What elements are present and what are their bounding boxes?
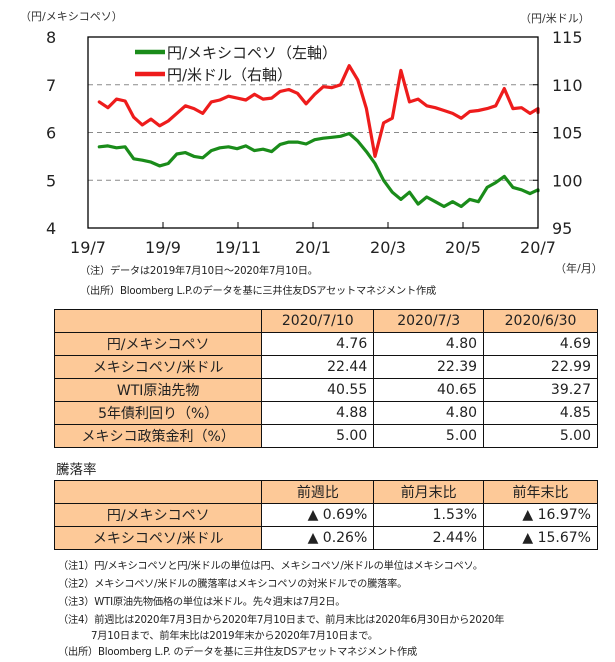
chart-source: （出所）Bloomberg L.P.のデータを基に三井住友DSアセットマネジメン… (80, 286, 436, 297)
cell-value: 5.00 (373, 424, 485, 448)
x-tick-label: 20/1 (295, 238, 331, 257)
cell-value: 40.65 (373, 378, 485, 402)
footnote-4: （注4）前週比は2020年7月3日から2020年7月10日まで、前月末比は202… (58, 615, 505, 626)
header-cell: 2020/7/10 (261, 309, 375, 333)
table-row: メキシコペソ/米ドル 22.44 22.39 22.99 (53, 355, 598, 379)
footnote-4-cont: 7月10日まで、前年末比は2019年末から2020年7月10日まで。 (58, 631, 378, 642)
chart-note: （注）データは2019年7月10日～2020年7月10日。 (80, 266, 318, 277)
y-left-tick-label: 6 (46, 124, 56, 143)
footnote-source: （出所）Bloomberg L.P. のデータを基に三井住友DSアセットマネジメ… (58, 647, 417, 658)
cell-value: ▲ 0.26% (261, 526, 375, 550)
table-row: 円/メキシコペソ 4.76 4.80 4.69 (53, 332, 598, 356)
header-cell (53, 480, 263, 504)
usd-jpy-line (97, 64, 540, 158)
left-axis-unit: （円/メキシコペソ） (20, 10, 123, 23)
row-label: 円/メキシコペソ (53, 503, 263, 527)
header-cell (53, 309, 263, 333)
mxn-jpy-line (97, 131, 540, 209)
header-cell: 前月末比 (373, 480, 485, 504)
table-header-row: 前週比 前月末比 前年末比 (53, 480, 598, 504)
y-left-tick-label: 5 (46, 171, 56, 190)
header-cell: 前年末比 (483, 480, 598, 504)
gridlines (88, 84, 538, 181)
cell-value: 4.80 (373, 332, 485, 356)
x-axis-ticks (162, 222, 539, 228)
x-axis-labels: 19/7 19/9 19/11 20/1 20/3 20/5 20/7 (70, 238, 556, 257)
footnote-3: （注3）WTI原油先物価格の単位は米ドル。先々週末は7月2日。 (58, 597, 346, 608)
row-label: メキシコペソ/米ドル (53, 355, 263, 379)
y-axis-left-labels: 4 5 6 7 8 (46, 28, 56, 238)
cell-value: 4.69 (483, 332, 598, 356)
footnote-2: （注2）メキシコペソ/米ドルの騰落率はメキシコペソの対米ドルでの騰落率。 (58, 579, 408, 590)
cell-value: ▲ 0.69% (261, 503, 375, 527)
y-right-tick-label: 100 (552, 171, 583, 190)
row-label: 5年債利回り（%） (53, 401, 263, 425)
cell-value: 5.00 (261, 424, 375, 448)
x-tick-label: 20/5 (445, 238, 481, 257)
cell-value: 1.53% (373, 503, 485, 527)
x-tick-label: 20/7 (520, 238, 556, 257)
cell-value: 22.44 (261, 355, 375, 379)
y-right-tick-label: 115 (552, 28, 583, 47)
right-axis-unit: （円/米ドル） (520, 12, 590, 25)
footnote-1: （注1）円/メキシコペソと円/米ドルの単位は円、メキシコペソ/米ドルの単位はメキ… (58, 561, 483, 572)
y-axis-right-labels: 95 100 105 110 115 (552, 28, 583, 238)
x-tick-label: 19/11 (215, 238, 261, 257)
cell-value: 2.44% (373, 526, 485, 550)
y-left-tick-label: 8 (46, 28, 56, 47)
cell-value: 22.99 (483, 355, 598, 379)
series-lines (97, 64, 540, 209)
table-row: 円/メキシコペソ ▲ 0.69% 1.53% ▲ 16.97% (53, 503, 598, 527)
table-row: 5年債利回り（%） 4.88 4.80 4.85 (53, 401, 598, 425)
change-rate-table: 前週比 前月末比 前年末比 円/メキシコペソ ▲ 0.69% 1.53% ▲ 1… (53, 480, 598, 550)
line-chart: 4 5 6 7 8 95 100 105 110 115 19/7 19/9 19/11 20/1 20… (46, 28, 583, 257)
cell-value: 40.55 (261, 378, 375, 402)
header-cell: 2020/6/30 (483, 309, 598, 333)
row-label: 円/メキシコペソ (53, 332, 263, 356)
y-right-tick-label: 95 (552, 219, 572, 238)
legend-label: 円/米ドル（右軸） (167, 66, 292, 84)
legend-label: 円/メキシコペソ（左軸） (167, 44, 337, 62)
y-left-tick-label: 7 (46, 76, 56, 95)
cell-value: 4.76 (261, 332, 375, 356)
cell-value: ▲ 15.67% (483, 526, 598, 550)
x-tick-label: 19/9 (145, 238, 181, 257)
table-row: メキシコ政策金利（%） 5.00 5.00 5.00 (53, 424, 598, 448)
plot-frame (87, 36, 539, 229)
header-cell: 前週比 (261, 480, 375, 504)
x-tick-label: 19/7 (70, 238, 106, 257)
market-data-table: 2020/7/10 2020/7/3 2020/6/30 円/メキシコペソ 4.… (53, 309, 598, 448)
row-label: WTI原油先物 (53, 378, 263, 402)
cell-value: 4.88 (261, 401, 375, 425)
legend: 円/メキシコペソ（左軸） 円/米ドル（右軸） (135, 44, 337, 84)
table-row: WTI原油先物 40.55 40.65 39.27 (53, 378, 598, 402)
cell-value: 5.00 (483, 424, 598, 448)
row-label: メキシコ政策金利（%） (53, 424, 263, 448)
x-axis-unit: （年/月） (555, 262, 603, 275)
row-label: メキシコペソ/米ドル (53, 526, 263, 550)
change-rate-title: 騰落率 (56, 462, 97, 478)
x-tick-label: 20/3 (370, 238, 406, 257)
y-right-tick-label: 110 (552, 76, 583, 95)
cell-value: 39.27 (483, 378, 598, 402)
y-right-tick-label: 105 (552, 124, 583, 143)
cell-value: 22.39 (373, 355, 485, 379)
header-cell: 2020/7/3 (373, 309, 485, 333)
table-header-row: 2020/7/10 2020/7/3 2020/6/30 (53, 309, 598, 333)
cell-value: 4.80 (373, 401, 485, 425)
cell-value: ▲ 16.97% (483, 503, 598, 527)
cell-value: 4.85 (483, 401, 598, 425)
table-row: メキシコペソ/米ドル ▲ 0.26% 2.44% ▲ 15.67% (53, 526, 598, 550)
y-left-tick-label: 4 (46, 219, 56, 238)
